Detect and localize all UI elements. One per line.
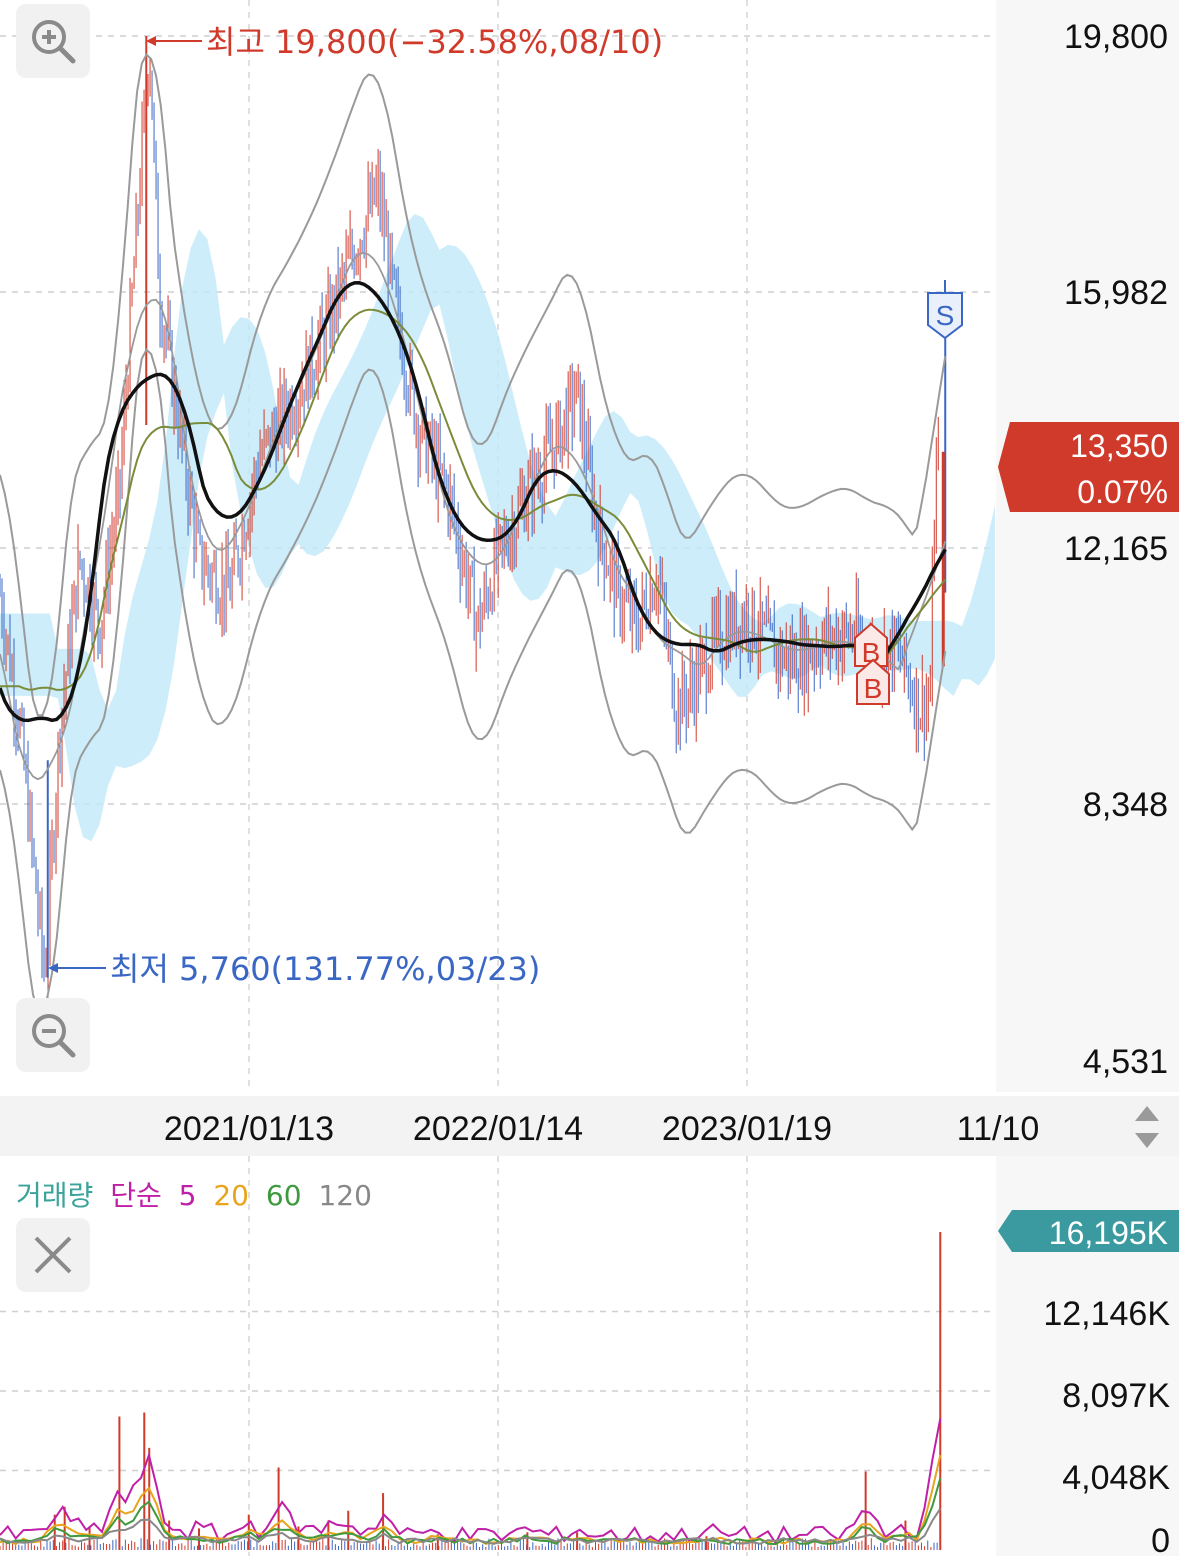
date-tick: 2023/01/19 xyxy=(662,1110,832,1148)
buy-signal-label: B xyxy=(862,637,881,668)
volume-axis-ticks: 12,146K 8,097K 4,048K 0 xyxy=(1043,1295,1170,1556)
low-annotation: 최저 5,760(131.77%,03/23) xyxy=(48,950,540,988)
volume-tick: 12,146K xyxy=(1043,1295,1170,1333)
volume-ma-line xyxy=(0,1508,942,1546)
ma-mid-line xyxy=(0,281,947,723)
volume-ma-line xyxy=(0,1418,942,1546)
high-annotation-text: 최고 19,800(−32.58%,08/10) xyxy=(206,23,663,61)
close-volume-button[interactable] xyxy=(16,1218,90,1292)
volume-ma-line xyxy=(0,1454,942,1546)
sell-signal-label: S xyxy=(936,300,955,331)
current-change: 0.07% xyxy=(1077,474,1168,510)
price-tick: 15,982 xyxy=(1064,274,1168,312)
ichimoku-area xyxy=(0,214,995,842)
price-tick: 19,800 xyxy=(1064,18,1168,56)
date-tick: 11/10 xyxy=(957,1110,1040,1148)
date-tick: 2021/01/13 xyxy=(164,1110,334,1148)
close-icon xyxy=(34,1236,72,1274)
volume-current-badge: 16,195K xyxy=(998,1210,1179,1252)
volume-ma-line xyxy=(0,1477,942,1546)
ma-short-line xyxy=(0,251,947,781)
volume-legend-title: 거래량 xyxy=(16,1179,93,1212)
volume-tick: 0 xyxy=(1151,1522,1170,1556)
date-axis-band xyxy=(0,1096,1179,1156)
price-tick: 12,165 xyxy=(1064,530,1168,568)
moving-average-lines xyxy=(0,52,947,1012)
volume-legend-ma60: 60 xyxy=(266,1179,302,1212)
zoom-out-button[interactable] xyxy=(16,998,90,1072)
zoom-in-button[interactable] xyxy=(16,4,90,78)
price-tick: 4,531 xyxy=(1083,1043,1168,1081)
buy-signal-label: B xyxy=(864,673,883,704)
price-candles xyxy=(0,36,947,1002)
date-axis-ticks: 2021/01/13 2022/01/14 2023/01/19 11/10 xyxy=(164,1110,1039,1148)
volume-bars xyxy=(0,1232,942,1550)
volume-tick: 8,097K xyxy=(1062,1377,1170,1415)
high-annotation: 최고 19,800(−32.58%,08/10) xyxy=(146,23,663,61)
up-down-arrows-icon[interactable] xyxy=(1122,1104,1172,1150)
low-annotation-text: 최저 5,760(131.77%,03/23) xyxy=(110,950,540,988)
volume-legend-type: 단순 xyxy=(110,1179,162,1212)
volume-legend-ma20: 20 xyxy=(213,1179,249,1212)
volume-legend-ma5: 5 xyxy=(179,1179,197,1212)
volume-legend-ma120: 120 xyxy=(318,1179,371,1212)
zoom-in-icon xyxy=(32,20,76,64)
volume-grid xyxy=(0,1156,995,1556)
price-axis-ticks: 19,800 15,982 12,165 8,348 4,531 xyxy=(1064,18,1168,1081)
price-axis-panel xyxy=(996,0,1179,1092)
volume-legend: 거래량 단순 5 20 60 120 xyxy=(16,1179,372,1212)
current-price: 13,350 xyxy=(1070,428,1168,464)
bollinger-upper-line xyxy=(0,52,947,717)
volume-tick: 4,048K xyxy=(1062,1459,1170,1497)
price-tick: 8,348 xyxy=(1083,786,1168,824)
date-tick: 2022/01/14 xyxy=(413,1110,583,1148)
volume-current: 16,195K xyxy=(1049,1215,1168,1251)
zoom-out-icon xyxy=(32,1014,76,1058)
sell-signal-marker: S xyxy=(927,280,963,340)
bollinger-lower-line xyxy=(0,348,947,1012)
current-price-badge: 13,350 0.07% xyxy=(998,422,1179,512)
ichimoku-cloud xyxy=(0,214,995,842)
buy-signal-marker: B B xyxy=(854,622,890,705)
